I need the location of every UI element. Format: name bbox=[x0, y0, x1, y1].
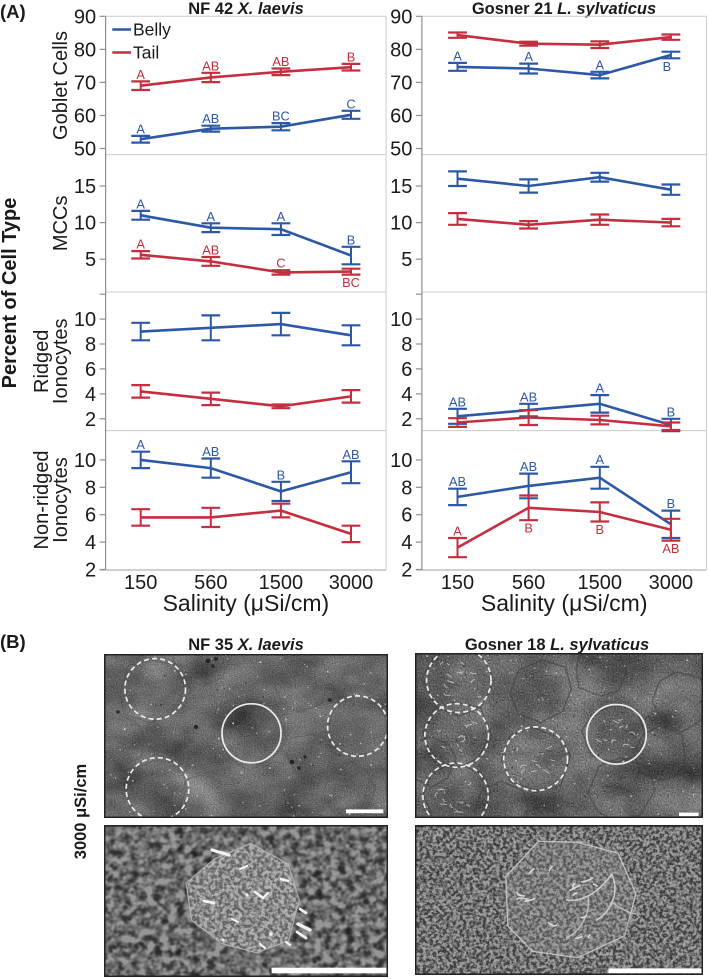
svg-text:5: 5 bbox=[85, 249, 96, 271]
svg-text:10: 10 bbox=[74, 450, 96, 472]
svg-text:70: 70 bbox=[390, 72, 412, 94]
svg-text:560: 560 bbox=[194, 572, 227, 594]
svg-text:AB: AB bbox=[202, 58, 219, 73]
svg-text:(A): (A) bbox=[0, 1, 26, 22]
svg-text:A: A bbox=[596, 381, 605, 396]
svg-text:Ionocytes: Ionocytes bbox=[50, 318, 72, 404]
svg-text:3000: 3000 bbox=[649, 572, 694, 594]
svg-text:3000 μSi/cm: 3000 μSi/cm bbox=[72, 764, 90, 859]
svg-text:Gosner 18 L. sylvaticus: Gosner 18 L. sylvaticus bbox=[465, 636, 649, 654]
svg-text:B: B bbox=[667, 496, 676, 511]
svg-text:AB: AB bbox=[202, 243, 219, 258]
svg-text:B: B bbox=[524, 521, 533, 536]
svg-text:B: B bbox=[663, 59, 672, 74]
svg-text:A: A bbox=[136, 121, 145, 136]
svg-text:AB: AB bbox=[272, 54, 289, 69]
svg-text:Tail: Tail bbox=[133, 43, 159, 63]
svg-text:B: B bbox=[347, 232, 356, 247]
svg-text:A: A bbox=[136, 237, 145, 252]
svg-text:80: 80 bbox=[74, 39, 96, 61]
svg-text:BC: BC bbox=[272, 109, 290, 124]
svg-text:AB: AB bbox=[520, 389, 537, 404]
svg-text:4: 4 bbox=[85, 384, 96, 406]
svg-text:MCCs: MCCs bbox=[50, 196, 72, 252]
svg-text:A: A bbox=[524, 49, 533, 64]
svg-text:Goblet Cells: Goblet Cells bbox=[50, 31, 72, 140]
svg-text:BC: BC bbox=[342, 275, 360, 290]
svg-text:Non-ridged: Non-ridged bbox=[31, 451, 53, 550]
svg-text:150: 150 bbox=[124, 572, 157, 594]
svg-text:60: 60 bbox=[74, 106, 96, 128]
svg-text:50: 50 bbox=[390, 139, 412, 161]
svg-text:Salinity (μSi/cm): Salinity (μSi/cm) bbox=[163, 590, 330, 616]
svg-text:10: 10 bbox=[74, 213, 96, 235]
svg-text:6: 6 bbox=[401, 505, 412, 527]
svg-text:60: 60 bbox=[390, 106, 412, 128]
svg-text:A: A bbox=[596, 57, 605, 72]
svg-text:AB: AB bbox=[449, 474, 466, 489]
svg-text:2: 2 bbox=[85, 409, 96, 431]
svg-text:10: 10 bbox=[390, 213, 412, 235]
svg-text:Percent of Cell Type: Percent of Cell Type bbox=[0, 198, 21, 389]
svg-text:15: 15 bbox=[74, 176, 96, 198]
svg-text:10: 10 bbox=[390, 309, 412, 331]
svg-text:4: 4 bbox=[401, 532, 412, 554]
svg-text:B: B bbox=[667, 404, 676, 419]
svg-text:Ridged: Ridged bbox=[31, 330, 53, 393]
svg-text:4: 4 bbox=[85, 532, 96, 554]
svg-text:A: A bbox=[136, 196, 145, 211]
svg-text:A: A bbox=[136, 67, 145, 82]
svg-text:NF 35 X. laevis: NF 35 X. laevis bbox=[188, 636, 304, 654]
svg-text:A: A bbox=[207, 209, 216, 224]
svg-text:A: A bbox=[596, 452, 605, 467]
svg-text:Belly: Belly bbox=[133, 20, 171, 40]
svg-text:2: 2 bbox=[401, 560, 412, 582]
svg-text:AB: AB bbox=[202, 444, 219, 459]
svg-text:560: 560 bbox=[512, 572, 545, 594]
svg-text:AB: AB bbox=[202, 111, 219, 126]
svg-text:1500: 1500 bbox=[259, 572, 304, 594]
svg-text:5: 5 bbox=[401, 249, 412, 271]
svg-text:AB: AB bbox=[662, 541, 679, 556]
svg-text:50: 50 bbox=[74, 139, 96, 161]
svg-text:6: 6 bbox=[85, 359, 96, 381]
svg-text:8: 8 bbox=[401, 334, 412, 356]
svg-text:2: 2 bbox=[85, 560, 96, 582]
svg-text:8: 8 bbox=[85, 477, 96, 499]
svg-text:A: A bbox=[277, 209, 286, 224]
svg-text:70: 70 bbox=[74, 72, 96, 94]
svg-text:4: 4 bbox=[401, 384, 412, 406]
svg-text:Ionocytes: Ionocytes bbox=[50, 457, 72, 543]
svg-text:10: 10 bbox=[390, 450, 412, 472]
svg-text:Gosner 21 L. sylvaticus: Gosner 21 L. sylvaticus bbox=[472, 0, 656, 18]
svg-text:3000: 3000 bbox=[329, 572, 374, 594]
svg-text:Salinity (μSi/cm): Salinity (μSi/cm) bbox=[481, 590, 648, 616]
svg-text:AB: AB bbox=[449, 394, 466, 409]
svg-text:NF 42 X. laevis: NF 42 X. laevis bbox=[188, 0, 304, 18]
svg-text:A: A bbox=[453, 524, 462, 539]
svg-text:90: 90 bbox=[390, 6, 412, 28]
svg-text:15: 15 bbox=[390, 176, 412, 198]
svg-text:10: 10 bbox=[74, 309, 96, 331]
svg-text:B: B bbox=[277, 467, 286, 482]
svg-text:8: 8 bbox=[85, 334, 96, 356]
svg-text:AB: AB bbox=[342, 447, 359, 462]
svg-text:B: B bbox=[596, 522, 605, 537]
svg-text:A: A bbox=[453, 48, 462, 63]
svg-text:90: 90 bbox=[74, 6, 96, 28]
svg-text:A: A bbox=[136, 437, 145, 452]
svg-text:(B): (B) bbox=[0, 631, 26, 652]
svg-text:6: 6 bbox=[401, 359, 412, 381]
svg-text:B: B bbox=[347, 49, 356, 64]
svg-text:1500: 1500 bbox=[578, 572, 623, 594]
svg-text:C: C bbox=[346, 96, 355, 111]
svg-text:8: 8 bbox=[401, 477, 412, 499]
svg-text:80: 80 bbox=[390, 39, 412, 61]
svg-text:2: 2 bbox=[401, 409, 412, 431]
svg-text:AB: AB bbox=[520, 459, 537, 474]
svg-text:6: 6 bbox=[85, 505, 96, 527]
svg-text:C: C bbox=[276, 256, 285, 271]
svg-text:150: 150 bbox=[441, 572, 474, 594]
